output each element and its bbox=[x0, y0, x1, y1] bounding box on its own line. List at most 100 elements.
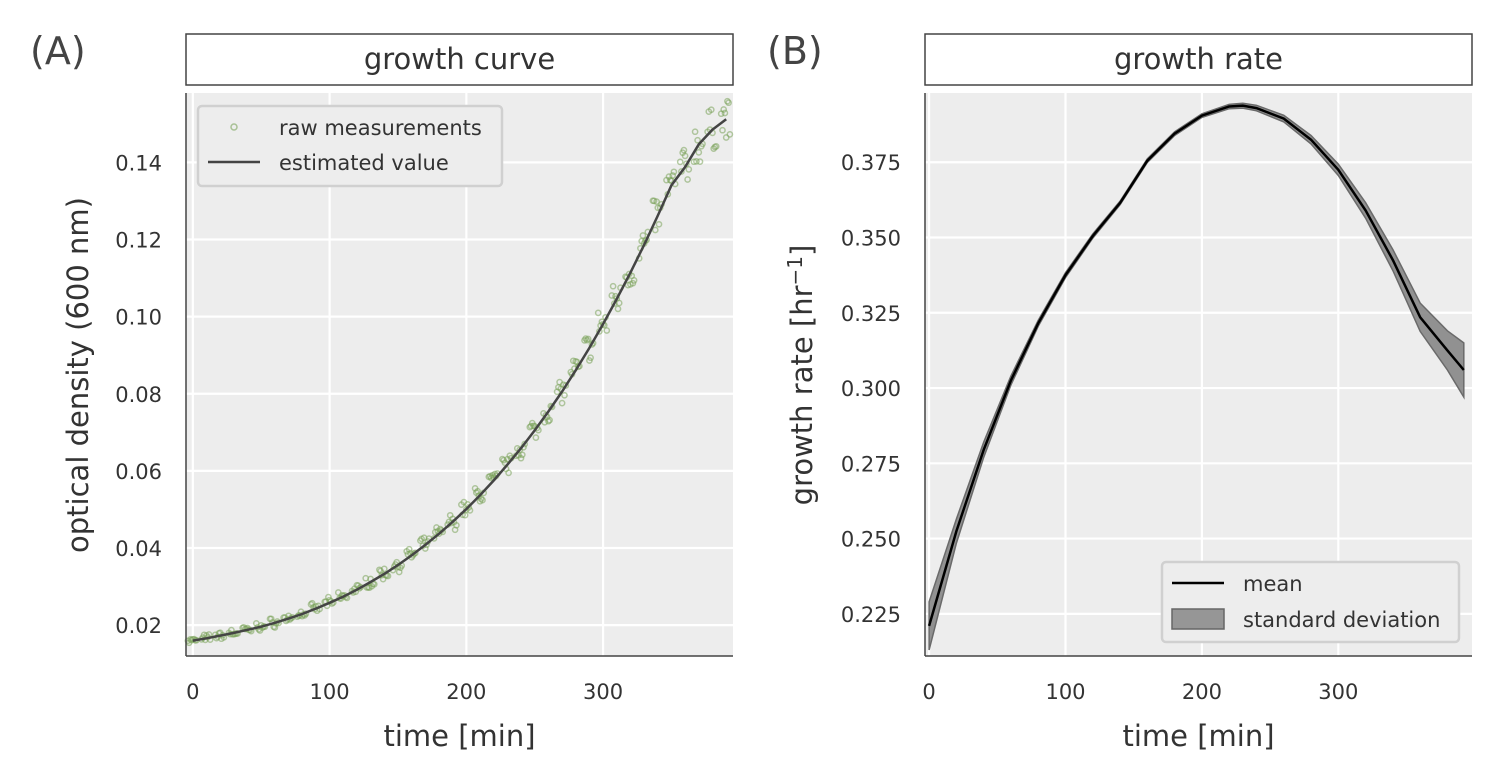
y-tick-label: 0.350 bbox=[841, 227, 901, 251]
panel-b-legend-box bbox=[1160, 560, 1461, 644]
panel-b-y-axis-label-suffix: ] bbox=[785, 245, 819, 256]
raw-measurement-point bbox=[308, 599, 316, 607]
raw-measurement-point bbox=[614, 305, 622, 313]
panel-b-y-ticks: 0.225 0.250 0.275 0.300 0.325 0.350 0.375 bbox=[841, 151, 901, 627]
panel-a: (A) growth curve 0 100 200 300 0.02 0.04 0.06… bbox=[30, 29, 734, 753]
raw-measurement-point bbox=[517, 454, 525, 462]
panel-a-x-axis-label: time [min] bbox=[383, 719, 535, 753]
raw-measurement-point bbox=[721, 109, 729, 117]
raw-measurement-point bbox=[615, 299, 623, 307]
panel-b-y-axis-label-base: growth rate [hr bbox=[785, 285, 819, 505]
raw-measurement-point bbox=[719, 126, 726, 134]
x-tick-label: 300 bbox=[1318, 680, 1358, 704]
raw-measurement-point bbox=[696, 158, 704, 165]
y-tick-label: 0.02 bbox=[115, 614, 162, 638]
x-tick-label: 200 bbox=[446, 680, 486, 704]
panel-b-letter: (B) bbox=[767, 29, 823, 73]
raw-measurement-point bbox=[505, 469, 512, 477]
panel-b-y-axis-label: growth rate [hr−1] bbox=[783, 245, 819, 506]
raw-measurement-point bbox=[726, 131, 734, 138]
raw-measurement-point bbox=[477, 495, 485, 503]
y-tick-label: 0.10 bbox=[115, 306, 162, 330]
raw-measurement-point bbox=[695, 149, 703, 156]
raw-measurement-point bbox=[670, 168, 678, 176]
raw-measurement-point bbox=[685, 166, 693, 173]
raw-measurement-point bbox=[584, 335, 592, 343]
raw-measurement-point bbox=[532, 434, 540, 441]
y-tick-label: 0.275 bbox=[841, 452, 901, 476]
raw-measurement-point bbox=[608, 292, 616, 299]
panel-a-y-ticks: 0.02 0.04 0.06 0.08 0.10 0.12 0.14 bbox=[115, 151, 162, 638]
x-tick-label: 100 bbox=[310, 680, 350, 704]
raw-measurement-point bbox=[669, 172, 677, 179]
raw-measurement-point bbox=[380, 565, 388, 573]
raw-measurement-point bbox=[594, 309, 602, 317]
raw-measurement-point bbox=[518, 451, 526, 459]
raw-measurement-point bbox=[453, 521, 460, 529]
raw-measurement-point bbox=[639, 232, 647, 239]
raw-measurement-point bbox=[691, 128, 699, 136]
legend-standard-deviation-marker bbox=[1171, 608, 1225, 630]
raw-measurement-point bbox=[693, 158, 700, 165]
legend-standard-deviation-label: standard deviation bbox=[1243, 608, 1440, 632]
raw-measurement-point bbox=[562, 382, 570, 389]
raw-measurement-point bbox=[694, 136, 701, 144]
raw-measurement-point bbox=[433, 524, 440, 531]
y-tick-label: 0.300 bbox=[841, 377, 901, 401]
raw-measurement-point bbox=[384, 572, 392, 580]
panel-a-letter: (A) bbox=[30, 29, 86, 73]
legend-raw-measurements-label: raw measurements bbox=[279, 116, 482, 140]
panel-a-legend: raw measurements estimated value bbox=[196, 104, 504, 188]
raw-measurement-point bbox=[546, 416, 553, 424]
mean-line bbox=[927, 104, 1465, 627]
raw-measurement-point bbox=[651, 226, 659, 234]
y-tick-label: 0.250 bbox=[841, 528, 901, 552]
raw-measurement-point bbox=[678, 168, 685, 175]
y-tick-label: 0.12 bbox=[115, 229, 162, 253]
y-tick-label: 0.06 bbox=[115, 460, 162, 484]
raw-measurement-point bbox=[370, 580, 378, 588]
y-tick-label: 0.04 bbox=[115, 537, 162, 561]
raw-measurement-point bbox=[271, 624, 279, 631]
raw-measurement-point bbox=[545, 417, 552, 425]
raw-measurement-point bbox=[725, 99, 732, 107]
panel-a-x-ticks: 0 100 200 300 bbox=[186, 680, 623, 704]
panel-a-y-axis-label: optical density (600 nm) bbox=[61, 197, 95, 553]
raw-measurement-point bbox=[655, 220, 663, 228]
raw-measurement-point bbox=[603, 327, 611, 334]
raw-measurement-point bbox=[690, 158, 698, 166]
raw-measurement-point bbox=[720, 106, 728, 113]
y-tick-label: 0.14 bbox=[115, 151, 162, 175]
panel-b-y-axis-label-superscript: −1 bbox=[783, 256, 807, 285]
raw-measurement-point bbox=[653, 198, 660, 205]
x-tick-label: 100 bbox=[1045, 680, 1085, 704]
raw-measurement-point bbox=[712, 143, 720, 150]
raw-measurement-point bbox=[587, 354, 594, 362]
panel-a-strip bbox=[185, 33, 734, 86]
raw-measurement-point bbox=[630, 277, 638, 284]
panel-b-strip bbox=[924, 33, 1473, 86]
x-tick-label: 200 bbox=[1182, 680, 1222, 704]
raw-measurement-point bbox=[356, 584, 363, 592]
panel-a-legend-box bbox=[196, 104, 504, 188]
panel-b: (B) growth rate 0 100 200 300 0.2250.2500.2… bbox=[767, 29, 1473, 753]
legend-raw-measurements-marker bbox=[230, 123, 238, 131]
raw-measurement-point bbox=[680, 146, 688, 154]
x-tick-label: 0 bbox=[922, 680, 935, 704]
panel-a-strip-title: growth curve bbox=[364, 42, 555, 76]
raw-measurement-point bbox=[684, 176, 691, 183]
raw-measurement-point bbox=[707, 106, 715, 114]
x-tick-label: 300 bbox=[583, 680, 623, 704]
raw-measurement-point bbox=[466, 507, 474, 514]
panel-b-mean bbox=[927, 104, 1465, 627]
panel-a-estimated-value bbox=[192, 118, 727, 642]
panel-b-x-axis-label: time [min] bbox=[1122, 719, 1274, 753]
raw-measurement-point bbox=[267, 615, 275, 623]
y-tick-label: 0.375 bbox=[841, 151, 901, 175]
raw-measurement-point bbox=[681, 152, 689, 160]
y-tick-label: 0.325 bbox=[841, 302, 901, 326]
legend-mean-label: mean bbox=[1243, 572, 1303, 596]
raw-measurement-point bbox=[558, 399, 566, 407]
panel-b-strip-title: growth rate bbox=[1114, 42, 1283, 76]
